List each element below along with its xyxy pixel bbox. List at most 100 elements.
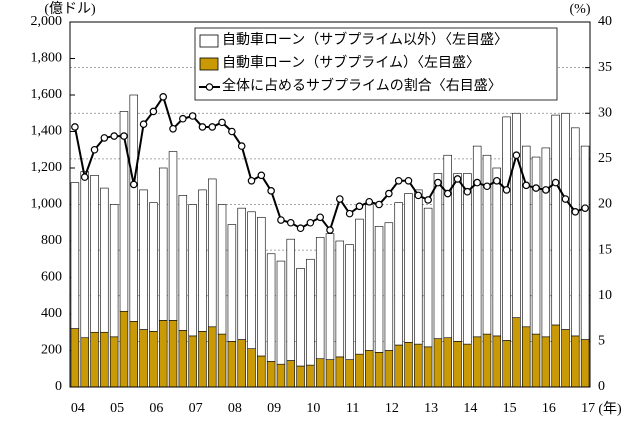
y-tick-label: 2,000 [31, 14, 63, 29]
bar [296, 268, 305, 367]
y-tick-label: 1,600 [31, 87, 63, 102]
bar [178, 330, 188, 388]
bar [433, 338, 443, 388]
y2-tick-label: 30 [598, 105, 612, 120]
bar [139, 329, 148, 388]
bar [531, 333, 541, 388]
bar [217, 333, 227, 388]
bar [217, 204, 227, 335]
line-marker [355, 202, 364, 211]
bar [149, 331, 158, 388]
bar [355, 218, 364, 355]
bar [541, 147, 551, 338]
legend-swatch [199, 57, 219, 71]
x-tick-label: 04 [71, 401, 85, 416]
line-marker [502, 186, 511, 194]
bar [208, 178, 217, 328]
bar [100, 187, 109, 333]
line-marker [120, 132, 128, 140]
bar [394, 344, 403, 388]
y-tick-label: 600 [41, 270, 62, 285]
line-marker [375, 200, 383, 209]
bar [492, 167, 502, 337]
line-marker [159, 93, 168, 101]
line-marker [434, 178, 442, 187]
bar [129, 94, 138, 322]
bar [80, 171, 89, 339]
bar [472, 336, 482, 388]
bar [384, 350, 394, 388]
bar [188, 204, 197, 337]
bar [119, 310, 129, 388]
line-marker [149, 107, 158, 116]
bar [541, 336, 551, 388]
x-tick-label: 15 [503, 401, 517, 416]
bar [482, 333, 492, 388]
bar [247, 348, 256, 388]
legend-swatch [199, 34, 219, 48]
line-marker [80, 173, 89, 181]
bar [414, 189, 423, 345]
line-marker [424, 196, 432, 204]
x-tick-label: 05 [110, 401, 124, 416]
x-tick-label: 07 [189, 401, 203, 416]
bar [178, 195, 188, 331]
bar [365, 204, 374, 351]
bar [335, 240, 345, 358]
bar [227, 341, 237, 388]
y-tick-label: 1,400 [31, 124, 63, 139]
y2-tick-label: 15 [598, 242, 612, 257]
x-tick-label: 06 [149, 401, 163, 416]
x-tick-label: 13 [424, 401, 438, 416]
line-marker [139, 120, 148, 129]
bar [404, 193, 413, 343]
y-tick-label: 800 [41, 233, 62, 248]
bar [463, 343, 472, 388]
y-tick-label: 1,200 [31, 160, 63, 175]
line-marker [542, 186, 550, 194]
y2-tick-label: 5 [598, 334, 605, 349]
bar [315, 358, 325, 388]
line-marker [316, 213, 324, 222]
bar [237, 207, 246, 340]
bar [168, 320, 178, 388]
bar [90, 175, 99, 333]
line-marker [571, 208, 580, 216]
bar [276, 363, 286, 388]
y2-tick-label: 25 [598, 151, 612, 166]
line-marker [100, 134, 109, 142]
bar [119, 111, 129, 312]
bar [374, 352, 384, 388]
bar [70, 182, 80, 329]
line-marker [208, 123, 217, 131]
x-tick-label: 17 [581, 401, 595, 416]
bar [109, 336, 119, 388]
bar [443, 154, 452, 339]
line-marker [561, 195, 570, 203]
bar [325, 359, 335, 388]
bar [168, 151, 178, 321]
bar [247, 211, 256, 349]
bar [384, 222, 394, 351]
bar [208, 326, 217, 388]
bar [453, 341, 462, 388]
bar [100, 331, 109, 388]
line-marker [179, 114, 187, 123]
bar [335, 356, 345, 388]
bar [571, 127, 580, 337]
line-marker [247, 176, 256, 185]
line-marker [512, 151, 521, 160]
bar [463, 173, 472, 345]
line-marker [257, 171, 266, 180]
x-axis-label: (年) [598, 401, 622, 417]
bar [561, 112, 570, 330]
y-tick-label: 200 [41, 343, 62, 358]
line-marker [394, 176, 403, 185]
line-marker [169, 124, 177, 133]
legend: 自動車ローン（サブプライム以外）〈左目盛〉自動車ローン（サブプライム）〈左目盛〉… [194, 27, 558, 101]
bar [423, 207, 433, 348]
bar [266, 361, 276, 388]
bar [306, 258, 315, 366]
bar [158, 167, 168, 321]
